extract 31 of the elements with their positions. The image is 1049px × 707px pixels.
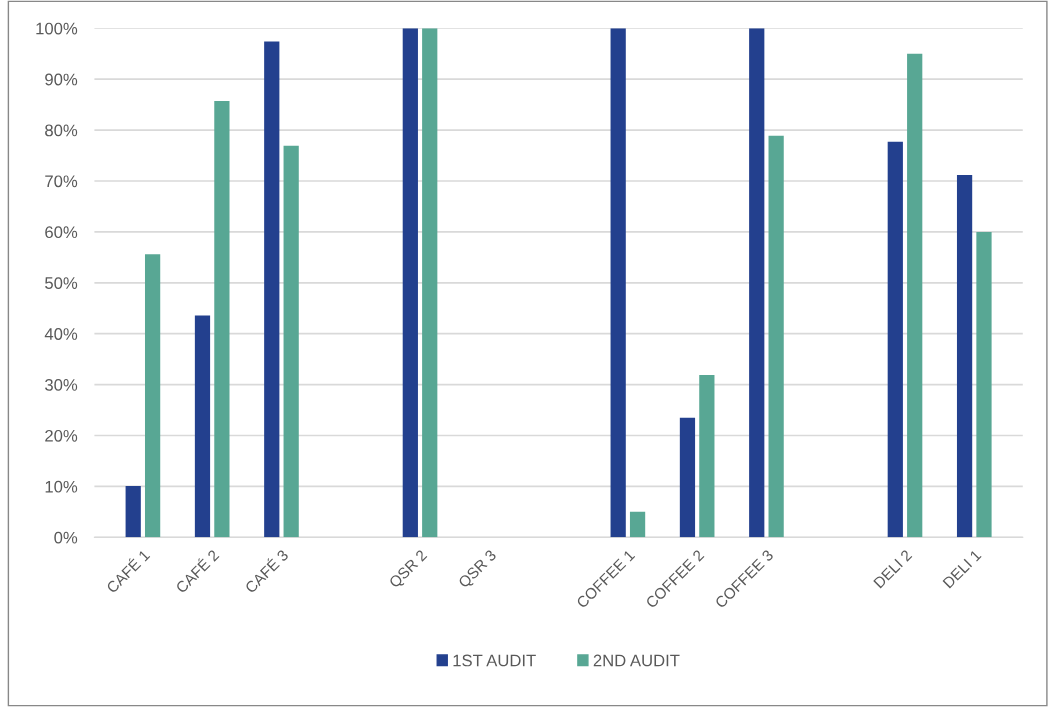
legend-label: 2ND AUDIT bbox=[593, 654, 680, 667]
bar bbox=[887, 141, 903, 538]
bar bbox=[768, 135, 784, 538]
bar bbox=[907, 53, 923, 538]
y-tick-label: 0% bbox=[54, 531, 78, 544]
bar bbox=[283, 145, 299, 538]
bar bbox=[699, 374, 715, 538]
y-tick-label: 30% bbox=[45, 379, 78, 391]
bar bbox=[610, 28, 626, 538]
y-tick-label: 80% bbox=[45, 124, 78, 137]
bar bbox=[422, 28, 438, 538]
y-tick-label: 70% bbox=[45, 175, 78, 188]
bar bbox=[976, 231, 992, 538]
y-tick-label: 40% bbox=[44, 328, 78, 340]
y-tick-label: 90% bbox=[45, 73, 78, 86]
bar bbox=[214, 101, 230, 538]
bar bbox=[402, 28, 418, 538]
y-tick-label: 60% bbox=[45, 226, 78, 239]
bar bbox=[264, 41, 280, 538]
y-tick-label: 50% bbox=[45, 277, 78, 289]
bar bbox=[194, 315, 211, 538]
y-tick-label: 20% bbox=[45, 429, 78, 442]
y-tick-label: 10% bbox=[45, 480, 78, 493]
bar bbox=[629, 511, 646, 538]
bar bbox=[679, 417, 696, 538]
bar bbox=[125, 485, 141, 538]
bar bbox=[144, 254, 161, 538]
y-tick-label: 100% bbox=[36, 22, 78, 35]
bar bbox=[956, 174, 973, 538]
bar bbox=[749, 28, 765, 538]
legend-label: 1ST AUDIT bbox=[453, 654, 536, 667]
